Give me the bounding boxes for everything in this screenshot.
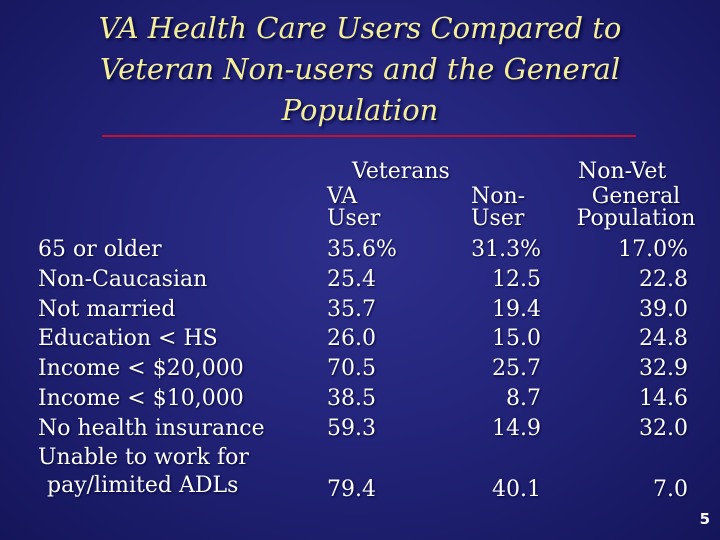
slide-title: VA Health Care Users Compared to Veteran… [40, 8, 680, 131]
general-population-value: 7.0 [653, 476, 688, 502]
header-line: Non- [471, 184, 526, 209]
va-user-value: 79.4 [327, 476, 376, 502]
non-user-value: 19.4 [492, 296, 541, 322]
title-underline [102, 135, 636, 137]
general-population-column-header: General Population [566, 186, 706, 230]
general-population-value: 39.0 [639, 296, 688, 322]
non-user-value: 14.9 [492, 415, 541, 441]
title-line: Veteran Non-users and the General [99, 52, 621, 86]
non-user-value: 15.0 [492, 326, 541, 352]
va-user-value: 26.0 [327, 326, 376, 352]
va-user-value: 38.5 [327, 385, 376, 411]
non-user-value: 8.7 [506, 385, 541, 411]
va-user-value: 35.7 [327, 296, 376, 322]
non-user-value: 31.3% [471, 237, 541, 262]
general-population-value: 22.8 [639, 266, 688, 292]
row-labels: 65 or older Non-Caucasian Not married Ed… [38, 235, 265, 500]
non-user-value: 40.1 [492, 476, 541, 502]
header-line: Population [576, 206, 696, 231]
header-line: VA [327, 184, 358, 209]
page-number: 5 [699, 510, 710, 528]
va-user-column-header: VA User [327, 186, 380, 230]
title-line: VA Health Care Users Compared to [98, 11, 622, 45]
general-population-value: 32.9 [639, 356, 688, 382]
non-user-value: 12.5 [492, 266, 541, 292]
row-label-multiline: Unable to work for pay/limited ADLs [38, 444, 265, 500]
row-label: Not married [38, 296, 176, 322]
general-population-column: 17.0% 22.8 39.0 24.8 32.9 14.6 32.0 7.0 [600, 235, 688, 504]
non-vet-group-header: Non-Vet [578, 159, 667, 184]
va-user-value: 35.6% [327, 237, 397, 262]
general-population-value: 32.0 [639, 415, 688, 441]
non-user-column-header: Non- User [471, 186, 525, 230]
non-user-column: 31.3% 12.5 19.4 15.0 25.7 8.7 14.9 40.1 [471, 235, 541, 504]
general-population-value: 24.8 [639, 326, 688, 352]
row-label: Income < $10,000 [38, 385, 244, 411]
veterans-group-header: Veterans [352, 159, 450, 184]
header-line: User [471, 206, 525, 231]
header-line: User [327, 206, 381, 231]
general-population-value: 17.0% [618, 237, 688, 262]
title-line: Population [281, 93, 439, 127]
va-user-column: 35.6% 25.4 35.7 26.0 70.5 38.5 59.3 79.4 [327, 235, 397, 504]
row-label: 65 or older [38, 237, 162, 262]
va-user-value: 25.4 [327, 266, 376, 292]
general-population-value: 14.6 [639, 385, 688, 411]
row-label-line: pay/limited ADLs [47, 472, 239, 498]
va-user-value: 59.3 [327, 415, 376, 441]
row-label: No health insurance [38, 415, 265, 441]
row-label: Non-Caucasian [38, 266, 208, 292]
row-label-line: Unable to work for [38, 444, 249, 470]
header-line: General [591, 184, 681, 209]
va-user-value: 70.5 [327, 356, 376, 382]
non-user-value: 25.7 [492, 356, 541, 382]
row-label: Education < HS [38, 326, 218, 352]
row-label: Income < $20,000 [38, 356, 244, 382]
